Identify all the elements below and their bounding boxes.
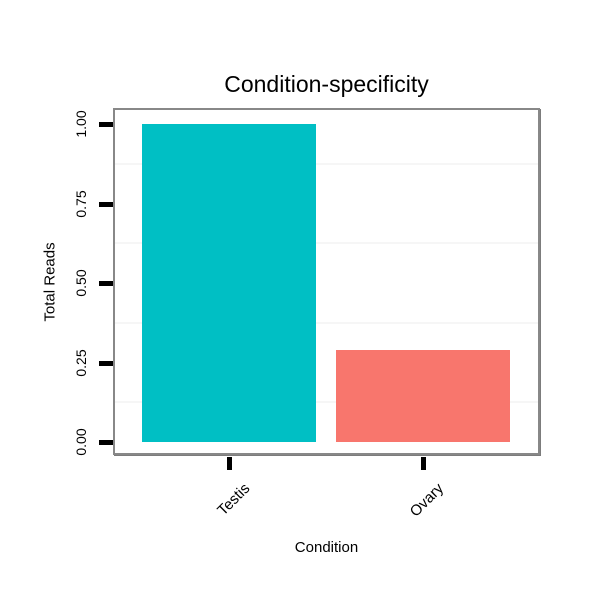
y-axis-title: Total Reads: [41, 242, 59, 322]
x-tick-mark: [421, 457, 426, 470]
y-tick-mark: [99, 122, 113, 127]
y-tick-label: 0.50: [73, 269, 89, 297]
x-axis-title: Condition: [294, 539, 359, 556]
y-tick-mark: [99, 360, 113, 366]
y-tick-mark: [99, 281, 113, 286]
y-tick-label: 0.25: [73, 348, 89, 377]
y-tick-label: 0.00: [73, 428, 89, 456]
y-tick-label: 1.00: [73, 110, 89, 138]
panel-border: [113, 108, 540, 455]
y-tick-mark: [99, 201, 113, 207]
x-tick-label-ovary: Ovary: [406, 480, 448, 521]
x-tick-mark: [227, 457, 232, 470]
chart-title: Condition-specificity: [224, 71, 429, 97]
y-tick-mark: [99, 440, 113, 445]
y-tick-label: 0.75: [73, 189, 89, 218]
x-tick-label-testis: Testis: [213, 480, 254, 520]
